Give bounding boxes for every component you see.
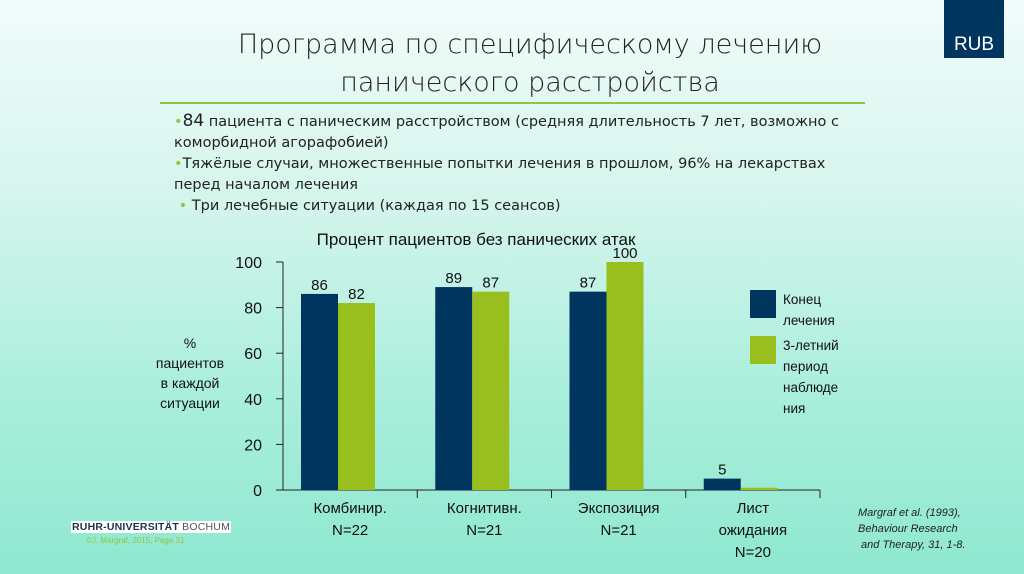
- x-tick-label: Лист: [737, 500, 770, 517]
- legend-swatch: [750, 336, 776, 364]
- y-tick-label: 80: [244, 301, 262, 318]
- data-label: 87: [580, 275, 597, 292]
- slide-title: Программа по специфическому лечению пани…: [160, 26, 900, 102]
- legend-label: 3-летний: [783, 338, 839, 353]
- data-label: 86: [311, 277, 328, 294]
- data-label: 5: [718, 462, 726, 479]
- rub-logo: RUB: [944, 0, 1004, 58]
- bar: [472, 291, 510, 490]
- copyright-text: ©J. Margraf, 2015, Page 31: [86, 536, 185, 545]
- y-tick-label: 20: [244, 437, 262, 454]
- title-line-1: Программа по специфическому лечению: [237, 29, 823, 60]
- x-tick-label: N=20: [735, 544, 771, 561]
- data-label: 82: [348, 286, 365, 303]
- y-axis-label: %: [184, 335, 196, 351]
- data-label: 100: [612, 245, 637, 262]
- bullet-item: • Три лечебные ситуации (каждая по 15 се…: [174, 198, 561, 214]
- bar: [740, 487, 778, 490]
- bullet-item: •Тяжёлые случаи, множественные попытки л…: [174, 156, 826, 193]
- chart-title: Процент пациентов без панических атак: [317, 230, 636, 249]
- data-label: 89: [445, 270, 462, 287]
- y-tick-label: 40: [244, 392, 262, 409]
- y-tick-label: 60: [244, 346, 262, 363]
- bullet-item: •84 пациента с паническим расстройством …: [174, 111, 839, 151]
- x-tick-label: N=21: [466, 522, 502, 539]
- x-tick-label: Комбинир.: [313, 500, 386, 517]
- x-tick-label: Экспозиция: [578, 500, 660, 517]
- x-tick-label: N=21: [600, 522, 636, 539]
- y-axis-label: ситуации: [160, 395, 220, 411]
- x-tick-label: ожидания: [719, 522, 787, 539]
- legend-label: наблюде: [783, 380, 838, 395]
- legend-label: лечения: [783, 313, 835, 328]
- bar: [703, 478, 741, 490]
- university-logo: RUHR-UNIVERSITÄT BOCHUM: [71, 521, 232, 533]
- data-label: 87: [482, 275, 499, 292]
- legend-label: Конец: [783, 292, 821, 307]
- bar: [435, 287, 473, 490]
- title-divider: [160, 102, 865, 104]
- y-axis-label: в каждой: [161, 375, 220, 391]
- legend-label: ния: [783, 401, 805, 416]
- bar: [301, 293, 338, 490]
- x-tick-label: N=22: [332, 522, 368, 539]
- citation: Margraf et al. (1993), Behaviour Researc…: [858, 507, 966, 551]
- bar: [569, 291, 607, 490]
- x-tick-label: Когнитивн.: [447, 500, 522, 517]
- bar: [338, 303, 375, 490]
- title-line-2: панического расстройства: [340, 67, 720, 98]
- bullet-list: •84 пациента с паническим расстройством …: [174, 111, 854, 217]
- y-tick-label: 100: [235, 255, 262, 272]
- y-tick-label: 0: [253, 483, 262, 500]
- bar: [606, 262, 644, 490]
- y-axis-label: пациентов: [156, 355, 224, 371]
- legend-swatch: [750, 290, 776, 318]
- legend-label: период: [783, 359, 828, 374]
